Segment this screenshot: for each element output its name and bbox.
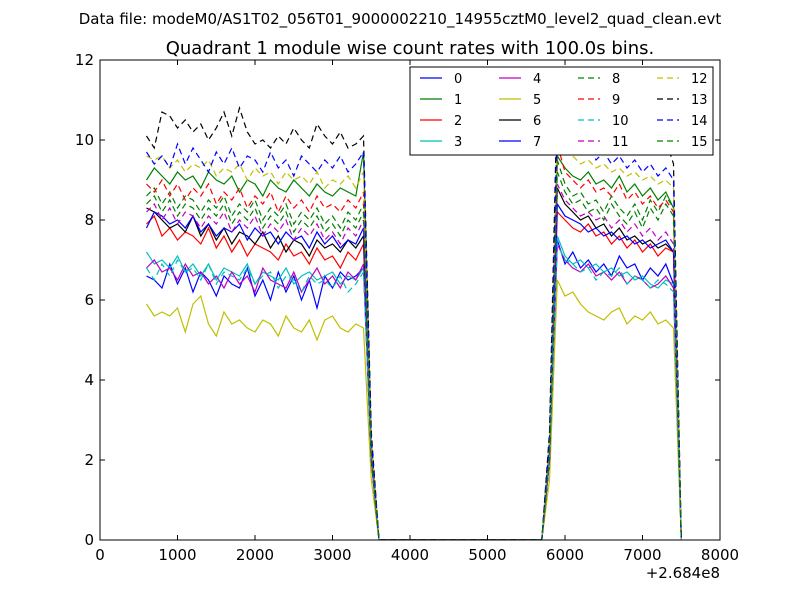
y-tick-label: 10 (75, 131, 94, 149)
x-tick-label: 4000 (391, 546, 429, 564)
legend-label-2: 2 (454, 114, 462, 129)
legend-label-1: 1 (454, 93, 462, 108)
series-line-13 (145, 87, 682, 540)
series-line-6 (146, 187, 682, 540)
series-line-4 (146, 243, 682, 540)
x-tick-label: 8000 (701, 546, 739, 564)
series-line-9 (146, 143, 682, 540)
legend-label-7: 7 (533, 135, 541, 150)
legend-label-6: 6 (533, 114, 541, 129)
x-tick-label: 2000 (236, 546, 274, 564)
series-line-1 (145, 151, 682, 540)
series-line-7 (145, 202, 682, 540)
legend-label-11: 11 (612, 135, 629, 150)
ticks-layer: 0 1000 2000 3000 4000 5000 6000 7000 80000246810… (75, 51, 739, 564)
legend-label-13: 13 (691, 93, 708, 108)
legend-label-12: 12 (691, 72, 708, 87)
x-tick-label: 0 (95, 546, 105, 564)
series-line-15 (146, 171, 682, 540)
suptitle: Data file: modeM0/AS1T02_056T01_90000022… (79, 10, 722, 29)
y-tick-label: 12 (75, 51, 94, 69)
legend-label-9: 9 (612, 93, 620, 108)
x-offset-label: +2.684e8 (646, 564, 720, 582)
legend-label-15: 15 (691, 135, 708, 150)
x-tick-label: 5000 (468, 546, 506, 564)
legend-label-4: 4 (533, 72, 541, 87)
series-line-11 (146, 183, 682, 540)
series-line-5 (145, 279, 682, 540)
series-layer (145, 87, 682, 540)
legend-label-5: 5 (533, 93, 541, 108)
x-tick-label: 3000 (313, 546, 351, 564)
x-tick-label: 6000 (546, 546, 584, 564)
legend-label-3: 3 (454, 135, 462, 150)
legend-label-14: 14 (691, 114, 708, 129)
series-line-14 (145, 119, 682, 540)
y-tick-label: 8 (84, 211, 94, 229)
series-line-10 (145, 243, 682, 540)
series-line-8 (146, 159, 682, 540)
legend-label-8: 8 (612, 72, 620, 87)
series-line-0 (146, 239, 682, 540)
y-tick-label: 2 (84, 451, 94, 469)
series-line-12 (146, 127, 682, 540)
series-line-2 (146, 210, 682, 540)
x-tick-label: 7000 (623, 546, 661, 564)
chart-title: Quadrant 1 module wise count rates with … (166, 38, 655, 59)
y-tick-label: 0 (84, 531, 94, 549)
legend-label-10: 10 (612, 114, 629, 129)
legend-box (409, 66, 714, 156)
legend-label-0: 0 (454, 72, 462, 87)
x-tick-label: 1000 (158, 546, 196, 564)
y-tick-label: 4 (84, 371, 94, 389)
y-tick-label: 6 (84, 291, 94, 309)
